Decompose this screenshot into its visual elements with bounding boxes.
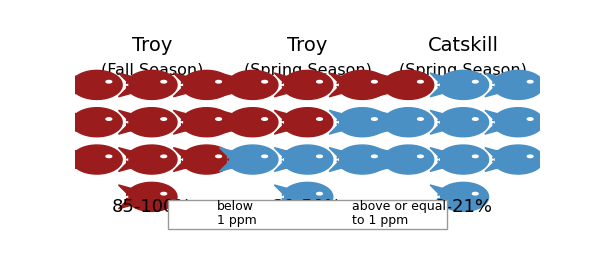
Polygon shape: [430, 145, 488, 174]
Circle shape: [106, 118, 112, 120]
Circle shape: [317, 155, 322, 157]
Circle shape: [262, 118, 268, 120]
Circle shape: [527, 118, 533, 120]
Polygon shape: [220, 70, 278, 99]
Circle shape: [472, 192, 478, 195]
Circle shape: [161, 80, 167, 83]
Circle shape: [200, 211, 204, 213]
Polygon shape: [119, 108, 177, 137]
Circle shape: [371, 155, 377, 157]
Circle shape: [472, 118, 478, 120]
Polygon shape: [64, 70, 122, 99]
Polygon shape: [485, 70, 544, 99]
Text: 1 ppm: 1 ppm: [217, 214, 257, 227]
Circle shape: [472, 155, 478, 157]
Polygon shape: [329, 108, 388, 137]
Polygon shape: [220, 145, 278, 174]
Circle shape: [418, 118, 423, 120]
Circle shape: [161, 155, 167, 157]
Polygon shape: [308, 205, 344, 223]
Circle shape: [527, 155, 533, 157]
Polygon shape: [274, 182, 333, 211]
Polygon shape: [329, 145, 388, 174]
Text: (Spring Season): (Spring Season): [400, 63, 527, 78]
Text: below: below: [217, 200, 254, 213]
Text: 85-100%: 85-100%: [112, 198, 192, 216]
Text: 30-50%: 30-50%: [273, 198, 342, 216]
Circle shape: [216, 80, 221, 83]
Circle shape: [527, 80, 533, 83]
Text: 3-21%: 3-21%: [434, 198, 492, 216]
Polygon shape: [329, 70, 388, 99]
Circle shape: [106, 80, 112, 83]
Circle shape: [161, 118, 167, 120]
Circle shape: [472, 80, 478, 83]
Polygon shape: [274, 108, 333, 137]
Text: (Spring Season): (Spring Season): [244, 63, 371, 78]
Circle shape: [106, 155, 112, 157]
Polygon shape: [430, 182, 488, 211]
Polygon shape: [430, 70, 488, 99]
Polygon shape: [119, 145, 177, 174]
Circle shape: [418, 155, 423, 157]
Circle shape: [317, 118, 322, 120]
Circle shape: [334, 211, 338, 213]
Polygon shape: [485, 145, 544, 174]
Circle shape: [262, 155, 268, 157]
Text: Troy: Troy: [131, 36, 172, 56]
Text: above or equal: above or equal: [352, 200, 446, 213]
Polygon shape: [430, 108, 488, 137]
Text: (Fall Season): (Fall Season): [101, 63, 203, 78]
Polygon shape: [220, 108, 278, 137]
FancyBboxPatch shape: [168, 200, 447, 229]
Polygon shape: [119, 70, 177, 99]
Circle shape: [216, 118, 221, 120]
Polygon shape: [274, 145, 333, 174]
Circle shape: [161, 192, 167, 195]
Polygon shape: [173, 108, 232, 137]
Polygon shape: [375, 145, 434, 174]
Polygon shape: [119, 182, 177, 211]
Polygon shape: [173, 145, 232, 174]
Polygon shape: [174, 205, 210, 223]
Polygon shape: [64, 108, 122, 137]
Circle shape: [317, 80, 322, 83]
Circle shape: [371, 80, 377, 83]
Polygon shape: [274, 70, 333, 99]
Polygon shape: [173, 70, 232, 99]
Circle shape: [262, 80, 268, 83]
Circle shape: [371, 118, 377, 120]
Polygon shape: [375, 70, 434, 99]
Circle shape: [317, 192, 322, 195]
Circle shape: [216, 155, 221, 157]
Polygon shape: [375, 108, 434, 137]
Polygon shape: [485, 108, 544, 137]
Circle shape: [418, 80, 423, 83]
Text: Catskill: Catskill: [428, 36, 499, 56]
Text: to 1 ppm: to 1 ppm: [352, 214, 408, 227]
Polygon shape: [64, 145, 122, 174]
Text: Troy: Troy: [287, 36, 328, 56]
